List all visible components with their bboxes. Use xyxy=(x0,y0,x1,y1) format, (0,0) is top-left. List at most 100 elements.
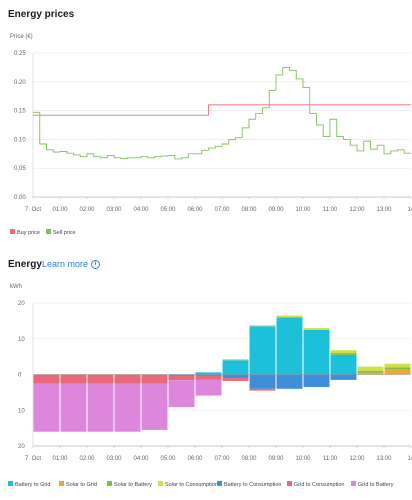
energy-bar-segment xyxy=(303,329,330,375)
energy-x-tick: 06:00 xyxy=(187,456,203,462)
prices-x-tick: 03:00 xyxy=(106,207,122,213)
energy-bar-segment xyxy=(168,380,195,408)
energy-legend-swatch xyxy=(158,481,163,486)
energy-legend-swatch xyxy=(351,481,356,486)
energy-bar-segment xyxy=(249,374,276,389)
prices-legend-label: Buy price xyxy=(17,230,40,236)
energy-bar-segment xyxy=(357,370,384,373)
energy-y-axis-label: kWh xyxy=(10,284,22,290)
prices-y-tick: 0.15 xyxy=(14,109,26,115)
energy-bar-segment xyxy=(222,378,249,381)
energy-bar-segment xyxy=(249,325,276,327)
energy-x-tick: 09:00 xyxy=(268,456,284,462)
energy-bar-segment xyxy=(303,328,330,330)
energy-legend-swatch xyxy=(107,481,112,486)
energy-y-tick: 10 xyxy=(18,337,25,343)
energy-y-tick: 20 xyxy=(18,301,25,307)
prices-legend-swatch xyxy=(10,229,15,234)
energy-bar-segment xyxy=(384,367,411,370)
prices-x-tick: 04:00 xyxy=(133,207,149,213)
energy-legend-label: Battery to Grid xyxy=(15,482,50,488)
prices-legend-swatch xyxy=(46,229,51,234)
energy-bar-segment xyxy=(168,374,195,376)
energy-bar-segment xyxy=(195,379,222,396)
prices-x-tick: 06:00 xyxy=(187,207,203,213)
prices-y-axis-label: Price (€) xyxy=(10,34,33,40)
prices-x-tick: 12:00 xyxy=(349,207,365,213)
prices-title: Energy prices xyxy=(8,9,75,20)
energy-legend-label: Grid to Battery xyxy=(358,482,394,488)
energy-y-tick: 0 xyxy=(18,373,22,379)
learn-more-label[interactable]: Learn more xyxy=(42,259,89,269)
prices-x-tick: 10:00 xyxy=(295,207,311,213)
info-icon[interactable]: i xyxy=(91,259,101,269)
prices-x-tick: 14 xyxy=(408,207,412,213)
energy-bar-segment xyxy=(60,374,87,384)
energy-legend-swatch xyxy=(8,481,13,486)
energy-x-tick: 05:00 xyxy=(160,456,176,462)
energy-legend-label: Solar to Grid xyxy=(66,482,97,488)
energy-bar-segment xyxy=(114,383,141,432)
prices-x-tick: 13:00 xyxy=(376,207,392,213)
prices-y-tick: 0.05 xyxy=(14,166,26,172)
energy-bar-segment xyxy=(276,317,303,375)
energy-bar-segment xyxy=(276,315,303,318)
prices-x-tick: 11:00 xyxy=(323,207,338,213)
energy-x-tick: 04:00 xyxy=(133,456,149,462)
energy-y-tick: 20 xyxy=(18,444,25,450)
energy-bar-segment xyxy=(357,372,384,375)
prices-x-tick: 7. Oct xyxy=(25,207,41,213)
prices-x-tick: 02:00 xyxy=(79,207,95,213)
energy-legend-swatch xyxy=(287,481,292,486)
energy-bar-segment xyxy=(330,350,357,354)
energy-x-tick: 02:00 xyxy=(79,456,95,462)
energy-x-tick: 03:00 xyxy=(106,456,122,462)
prices-x-tick: 08:00 xyxy=(241,207,257,213)
energy-legend-label: Solar to Consumption xyxy=(165,482,218,488)
prices-x-tick: 07:00 xyxy=(214,207,230,213)
prices-legend-label: Sell price xyxy=(53,230,76,236)
prices-series-line xyxy=(33,66,411,160)
prices-y-tick: 0.10 xyxy=(14,137,26,143)
prices-chart: Price (€) 0.00 0.05 0.10 0.15 0.20 0.25 7. Oct 0… xyxy=(10,34,412,236)
energy-bar-segment xyxy=(195,372,222,375)
energy-bar-segment xyxy=(330,374,357,380)
energy-title: Energy xyxy=(8,259,42,270)
prices-y-tick: 0.25 xyxy=(14,51,26,57)
energy-legend-swatch xyxy=(59,481,64,486)
energy-bar-segment xyxy=(33,374,60,384)
energy-bar-segment xyxy=(222,374,249,379)
energy-bar-segment xyxy=(330,353,357,355)
energy-bar-segment xyxy=(222,360,249,375)
energy-bar-segment xyxy=(249,388,276,391)
energy-y-tick: 10 xyxy=(18,408,25,414)
energy-bar-segment xyxy=(384,363,411,368)
learn-more-link[interactable]: Learn more i xyxy=(42,259,101,269)
prices-y-tick: 0.20 xyxy=(14,80,26,86)
energy-bar-segment xyxy=(60,383,87,432)
energy-bar-segment xyxy=(168,375,195,381)
energy-bar-segment xyxy=(87,383,114,432)
energy-bar-segment xyxy=(195,374,222,376)
energy-x-tick: 13:00 xyxy=(376,456,392,462)
prices-x-tick: 09:00 xyxy=(268,207,284,213)
prices-y-tick: 0.00 xyxy=(14,195,26,201)
energy-bar-segment xyxy=(141,374,168,384)
energy-x-tick: 07:00 xyxy=(214,456,230,462)
energy-bar-segment xyxy=(357,366,384,371)
prices-x-tick: 01:00 xyxy=(52,207,68,213)
energy-bar-segment xyxy=(222,359,249,361)
energy-legend-label: Solar to Battery xyxy=(114,482,152,488)
energy-bar-segment xyxy=(33,383,60,432)
energy-bar-segment xyxy=(303,374,330,388)
energy-bar-segment xyxy=(195,375,222,380)
energy-bar-segment xyxy=(276,374,303,389)
energy-x-tick: 12:00 xyxy=(349,456,365,462)
energy-x-tick: 08:00 xyxy=(241,456,257,462)
energy-x-tick: 14 xyxy=(408,456,412,462)
prices-x-tick: 05:00 xyxy=(160,207,176,213)
energy-x-tick: 10:00 xyxy=(295,456,311,462)
energy-legend-label: Grid to Consumption xyxy=(294,482,344,488)
energy-legend-label: Battery to Consumption xyxy=(224,482,281,488)
